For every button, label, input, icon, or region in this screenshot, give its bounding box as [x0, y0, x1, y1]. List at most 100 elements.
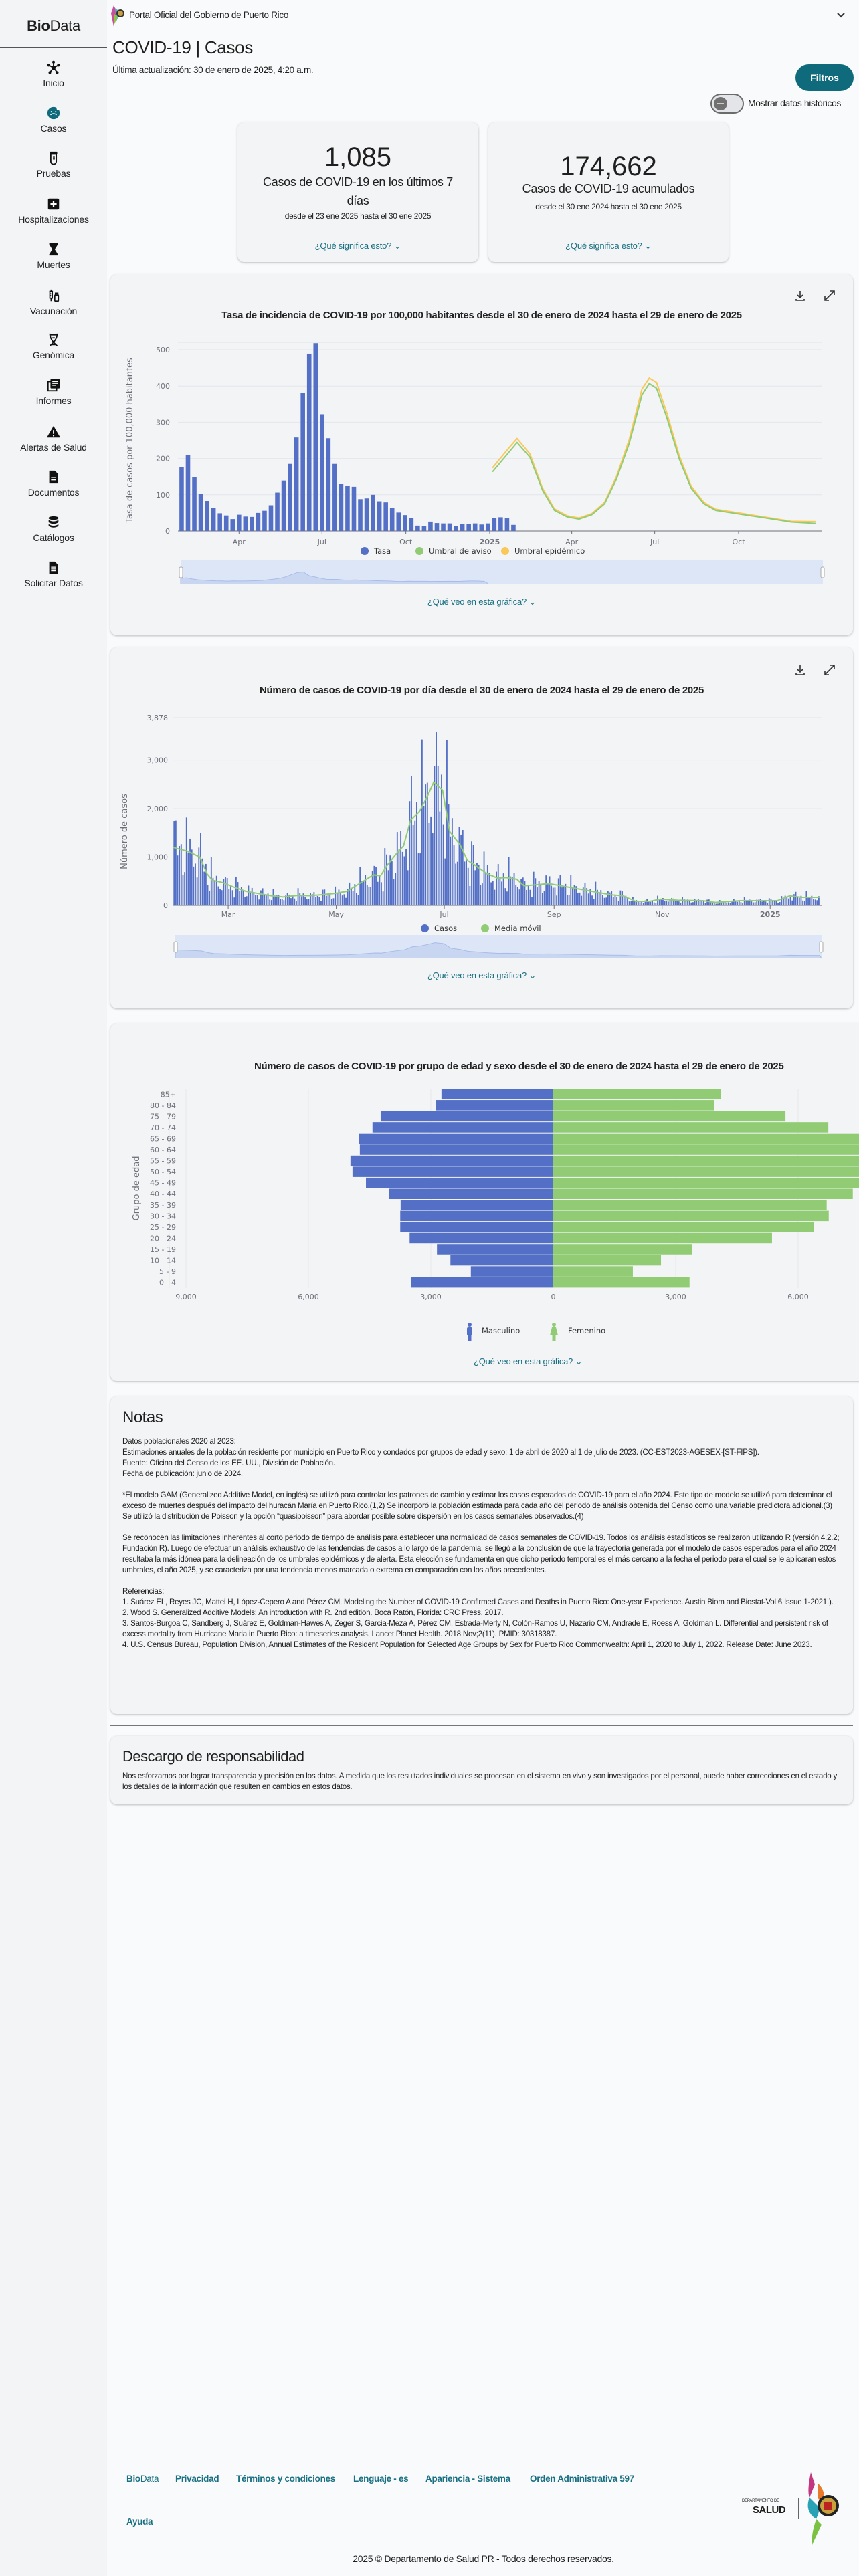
footer-link-help[interactable]: Ayuda [126, 2516, 153, 2527]
sidebar-item-casos[interactable]: Casos [0, 106, 107, 146]
daily-case-bar [630, 901, 632, 905]
daily-case-bar [214, 880, 216, 905]
what-see-chart-link[interactable]: ¿Qué veo en esta gráfica? ⌄ [474, 1356, 583, 1367]
daily-case-bar [805, 891, 807, 905]
sidebar-item-hospitalizaciones[interactable]: Hospitalizaciones [0, 197, 107, 237]
expand-icon[interactable] [823, 289, 836, 302]
stat-range: desde el 30 ene 2024 hasta el 30 ene 202… [535, 202, 682, 211]
sidebar-item-catalogos[interactable]: Catálogos [0, 515, 107, 555]
daily-case-bar [248, 885, 250, 905]
footer-link-terms[interactable]: Términos y condiciones [236, 2474, 335, 2484]
daily-case-bar [607, 891, 609, 905]
what-see-chart-link[interactable]: ¿Qué veo en esta gráfica? ⌄ [110, 597, 853, 607]
dna-icon [0, 332, 107, 347]
daily-case-bar [217, 886, 219, 905]
sidebar-item-documentos[interactable]: Documentos [0, 469, 107, 510]
daily-case-bar [288, 895, 290, 905]
daily-case-bar [767, 903, 769, 905]
tasa-bar [485, 523, 490, 531]
daily-case-bar [789, 897, 791, 905]
brand-logo[interactable]: BioData [0, 17, 107, 35]
daily-case-bar [419, 853, 421, 905]
what-means-link[interactable]: ¿Qué significa esto? ⌄ [488, 241, 729, 251]
male-bar [352, 1166, 553, 1177]
daily-case-bar [299, 893, 301, 905]
daily-case-bar [639, 902, 641, 905]
male-bar [350, 1155, 553, 1166]
daily-case-bar [212, 877, 214, 905]
footer-link-order-597[interactable]: Orden Administrativa 597 [530, 2474, 634, 2484]
chart-title: Tasa de incidencia de COVID-19 por 100,0… [221, 310, 742, 321]
daily-case-bar [460, 835, 462, 905]
footer-link-language[interactable]: Lenguaje - es [353, 2474, 409, 2484]
daily-case-bar [195, 863, 196, 905]
daily-case-bar [648, 901, 650, 905]
daily-case-bar [586, 888, 588, 905]
footer-link-privacy[interactable]: Privacidad [175, 2474, 219, 2484]
what-means-link[interactable]: ¿Qué significa esto? ⌄ [237, 241, 478, 251]
tasa-bar [306, 353, 312, 531]
filters-button[interactable]: Filtros [795, 64, 854, 91]
x-tick-label: May [328, 910, 344, 919]
expand-icon[interactable] [823, 663, 836, 677]
daily-case-bar [265, 895, 267, 905]
daily-case-bar [699, 901, 701, 905]
daily-case-bar [710, 902, 712, 905]
tasa-bar [492, 518, 497, 531]
daily-case-bar [568, 895, 570, 905]
sidebar-item-genomica[interactable]: Genómica [0, 332, 107, 372]
y-tick-label: 200 [156, 455, 170, 463]
age-group-label: 80 - 84 [150, 1101, 176, 1110]
daily-case-bar [696, 900, 698, 905]
daily-case-bar [779, 901, 781, 905]
download-icon[interactable] [793, 289, 807, 302]
sidebar-item-pruebas[interactable]: Pruebas [0, 150, 107, 191]
daily-case-bar [189, 838, 191, 905]
daily-case-bar [554, 887, 556, 905]
daily-case-bar [347, 889, 349, 905]
daily-case-bar [398, 849, 400, 905]
daily-case-bar [280, 899, 281, 905]
daily-case-bar [476, 863, 478, 905]
sidebar-item-alertas-de-salud[interactable]: Alertas de Salud [0, 425, 107, 465]
tasa-bar [198, 494, 203, 531]
age-group-label: 10 - 14 [150, 1257, 176, 1265]
chevron-down-icon[interactable] [835, 9, 847, 21]
female-bar [553, 1200, 827, 1210]
daily-case-bar [798, 897, 800, 905]
daily-case-bar [786, 897, 788, 905]
footer-link-appearance[interactable]: Apariencia - Sistema [425, 2474, 510, 2484]
sidebar-item-vacunacion[interactable]: Vacunación [0, 288, 107, 328]
daily-case-bar [313, 892, 315, 905]
sidebar-item-muertes[interactable]: Muertes [0, 242, 107, 282]
notes-title: Notas [122, 1408, 163, 1426]
daily-case-bar [207, 885, 209, 905]
sidebar-item-inicio[interactable]: Inicio [0, 60, 107, 100]
daily-case-bar [228, 889, 230, 905]
daily-case-bar [561, 887, 563, 905]
daily-case-bar [175, 820, 177, 905]
daily-case-bar [311, 894, 313, 905]
daily-case-bar [483, 851, 485, 905]
daily-case-bar [264, 895, 266, 905]
daily-case-bar [407, 870, 409, 905]
daily-case-bar [775, 900, 777, 905]
daily-case-bar [664, 901, 666, 905]
daily-case-bar [221, 890, 223, 905]
daily-case-bar [704, 903, 706, 905]
historic-data-toggle[interactable] [710, 94, 744, 114]
sidebar-item-solicitar-datos[interactable]: Solicitar Datos [0, 560, 107, 601]
daily-case-bar [450, 836, 452, 905]
age-group-label: 0 - 4 [159, 1279, 176, 1287]
portal-label[interactable]: Portal Oficial del Gobierno de Puerto Ri… [129, 10, 289, 20]
daily-case-bar [694, 899, 696, 905]
age-group-label: 70 - 74 [150, 1123, 176, 1132]
daily-case-bar [384, 848, 386, 905]
sidebar-item-informes[interactable]: Informes [0, 378, 107, 418]
male-bar [359, 1144, 553, 1155]
daily-case-bar [795, 891, 797, 905]
daily-case-bar [391, 861, 393, 905]
download-icon[interactable] [793, 663, 807, 677]
what-see-chart-link[interactable]: ¿Qué veo en esta gráfica? ⌄ [110, 970, 853, 981]
footer-brand-link[interactable]: BioData [126, 2474, 159, 2484]
